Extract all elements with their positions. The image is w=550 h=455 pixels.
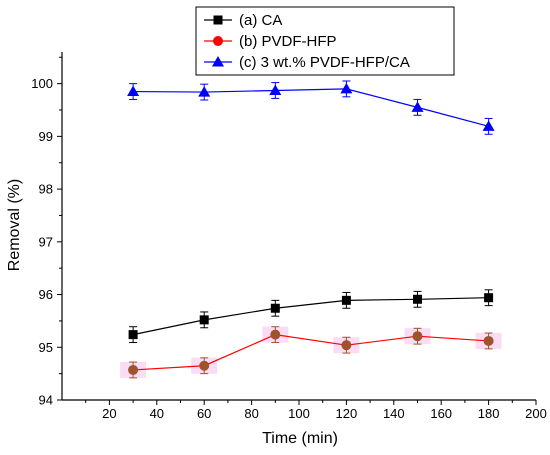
y-tick-label-95: 95: [39, 340, 53, 355]
x-tick-label-160: 160: [430, 406, 452, 421]
data-point: [127, 85, 140, 97]
x-tick-label-100: 100: [288, 406, 310, 421]
legend-marker-2: [212, 56, 224, 67]
series-2: [127, 80, 495, 135]
y-tick-label-99: 99: [39, 129, 53, 144]
y-tick-label-98: 98: [39, 182, 53, 197]
data-point: [482, 120, 495, 131]
data-point: [198, 86, 211, 97]
x-tick-label-20: 20: [102, 406, 116, 421]
series-line-1: [133, 333, 489, 371]
legend: (a) CA (b) PVDF-HFP (c) 3 wt.% PVDF-HFP/CA: [195, 6, 455, 76]
legend-marker-0: [213, 15, 223, 25]
data-point: [411, 101, 424, 112]
legend-label-1: (b) PVDF-HFP: [239, 33, 337, 50]
x-tick-label-40: 40: [150, 406, 164, 421]
y-tick-label-97: 97: [39, 234, 53, 249]
data-point: [199, 360, 210, 371]
x-tick-label-180: 180: [478, 406, 500, 421]
legend-marker-1: [213, 36, 223, 46]
y-axis-title: Removal (%): [6, 179, 23, 271]
x-tick-label-80: 80: [244, 406, 258, 421]
x-tick-label-140: 140: [383, 406, 405, 421]
data-point: [483, 335, 494, 346]
data-point: [341, 295, 351, 305]
series-line-0: [132, 297, 489, 336]
legend-label-0: (a) CA: [239, 12, 282, 29]
series-layer: [120, 80, 502, 379]
legend-label-2: (c) 3 wt.% PVDF-HFP/CA: [239, 54, 410, 71]
data-point: [270, 303, 280, 313]
data-point: [269, 84, 282, 95]
series-1: [120, 326, 502, 379]
x-tick-label-200: 200: [525, 406, 547, 421]
data-point: [484, 293, 494, 303]
data-point: [270, 329, 281, 340]
legend-box: [195, 6, 455, 76]
y-tick-label-96: 96: [39, 287, 53, 302]
data-point: [128, 364, 139, 375]
data-point: [412, 331, 423, 342]
x-tick-label-60: 60: [197, 406, 211, 421]
data-point: [413, 294, 422, 304]
x-axis-title: Time (min): [262, 430, 338, 447]
y-tick-label-94: 94: [39, 393, 53, 408]
data-point: [128, 330, 138, 340]
x-tick-label-120: 120: [336, 406, 358, 421]
y-tick-label-100: 100: [31, 76, 53, 91]
series-line-2: [133, 88, 489, 127]
data-point: [341, 340, 352, 351]
data-point: [199, 315, 209, 325]
series-0: [128, 289, 494, 344]
axes: 20 40 60 80 100 120 140 160 180 200 94 95 96 97 98 99 10…: [31, 52, 547, 421]
data-point: [340, 82, 353, 94]
